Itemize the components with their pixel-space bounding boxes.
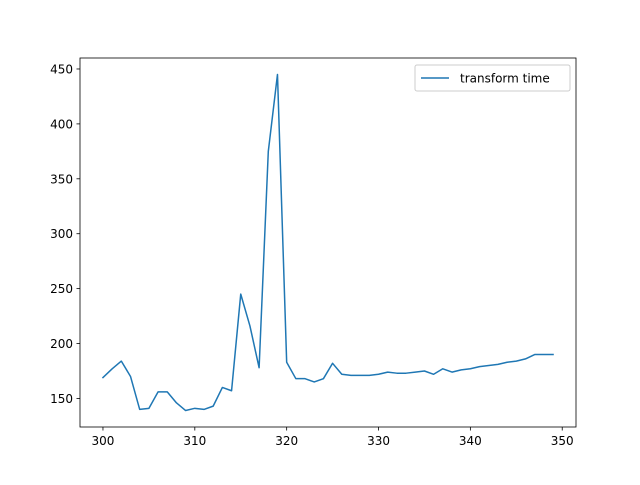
data-point	[497, 364, 499, 366]
data-point	[433, 373, 435, 375]
x-tick-label: 340	[459, 434, 482, 448]
axes-frame	[79, 57, 577, 428]
plot-area	[101, 73, 554, 412]
data-point	[442, 368, 444, 370]
data-point	[203, 409, 205, 411]
data-point	[176, 402, 178, 404]
data-point	[552, 354, 554, 356]
y-tick-label: 200	[50, 337, 73, 351]
data-point	[534, 354, 536, 356]
data-point	[222, 387, 224, 389]
data-point	[479, 366, 481, 368]
x-tick-label: 320	[275, 434, 298, 448]
data-point	[387, 371, 389, 373]
y-tick-label: 300	[50, 227, 73, 241]
data-point	[506, 361, 508, 363]
data-point	[111, 368, 113, 370]
data-point	[414, 371, 416, 373]
y-tick-label: 150	[50, 392, 73, 406]
data-point	[185, 410, 187, 412]
data-point	[359, 375, 361, 377]
legend-label: transform time	[460, 72, 550, 86]
data-point	[323, 378, 325, 380]
data-point	[470, 368, 472, 370]
data-point	[121, 360, 123, 362]
data-point	[396, 372, 398, 374]
data-point	[249, 325, 251, 327]
data-point	[130, 376, 132, 378]
data-point	[525, 358, 527, 360]
data-point	[267, 151, 269, 153]
data-point	[424, 370, 426, 372]
data-point	[369, 375, 371, 377]
data-point	[488, 365, 490, 367]
data-point	[341, 373, 343, 375]
y-tick-label: 450	[50, 62, 73, 76]
legend-box	[414, 64, 571, 92]
data-point	[378, 373, 380, 375]
data-point	[258, 367, 260, 369]
data-point	[231, 390, 233, 392]
data-point	[139, 409, 141, 411]
data-point	[212, 405, 214, 407]
legend: transform time	[414, 64, 571, 92]
data-point	[332, 363, 334, 365]
data-point	[451, 371, 453, 373]
data-point	[194, 408, 196, 410]
x-tick-label: 350	[551, 434, 574, 448]
data-point	[350, 375, 352, 377]
data-point	[286, 361, 288, 363]
data-point	[543, 354, 545, 356]
y-tick-label: 250	[50, 282, 73, 296]
data-point	[166, 391, 168, 393]
x-tick-label: 300	[92, 434, 115, 448]
data-point	[295, 378, 297, 380]
y-tick-label: 350	[50, 172, 73, 186]
data-point	[460, 369, 462, 371]
data-point	[148, 408, 150, 410]
data-point	[157, 391, 159, 393]
data-point	[304, 378, 306, 380]
data-point	[405, 372, 407, 374]
series-line-0	[101, 73, 554, 412]
data-point	[277, 74, 279, 76]
data-point	[515, 360, 517, 362]
y-tick-label: 400	[50, 117, 73, 131]
data-point	[102, 377, 104, 379]
x-tick-label: 310	[183, 434, 206, 448]
x-tick-label: 330	[367, 434, 390, 448]
data-point	[240, 293, 242, 295]
axes: 300 310 320 330 340 350 150 200 250 300 350 400 450	[50, 57, 577, 448]
data-point	[313, 381, 315, 383]
